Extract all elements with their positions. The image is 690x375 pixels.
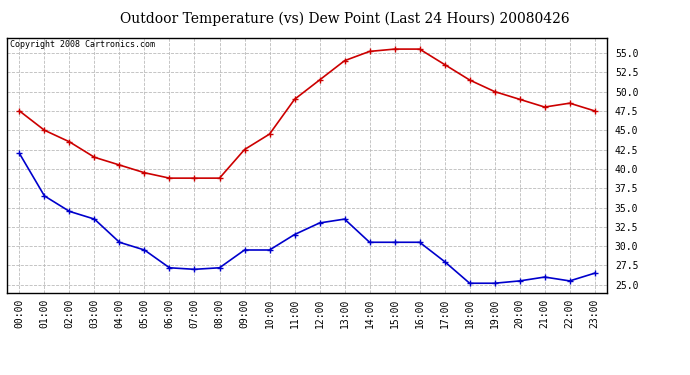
Text: Outdoor Temperature (vs) Dew Point (Last 24 Hours) 20080426: Outdoor Temperature (vs) Dew Point (Last…: [120, 11, 570, 26]
Text: Copyright 2008 Cartronics.com: Copyright 2008 Cartronics.com: [10, 40, 155, 49]
